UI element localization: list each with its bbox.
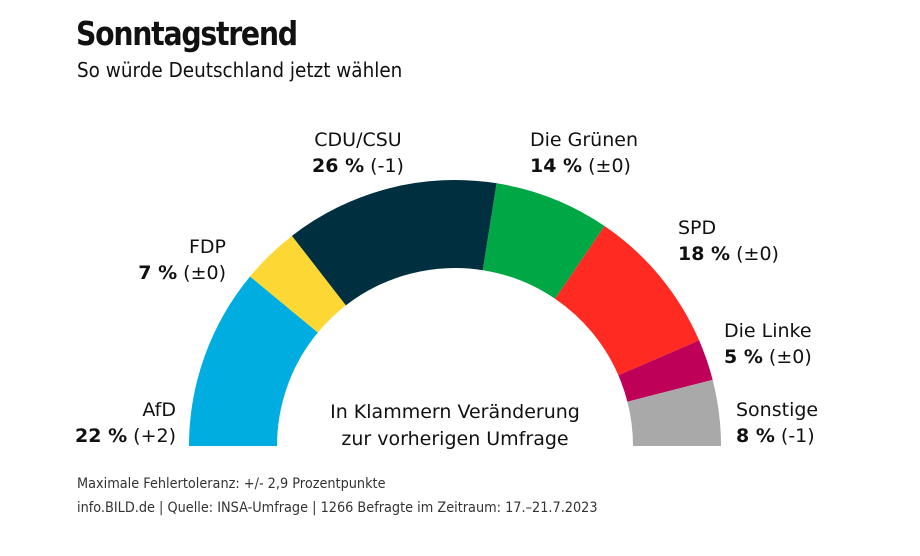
slice-sonstige <box>627 379 721 446</box>
label-name-die-gr-nen: Die Grünen <box>530 129 638 151</box>
chart-title: Sonntagstrend <box>76 14 298 53</box>
note-line-2: zur vorherigen Umfrage <box>341 428 568 450</box>
label-name-die-linke: Die Linke <box>724 320 812 342</box>
label-name-sonstige: Sonstige <box>736 399 818 421</box>
slice-die-gr-nen <box>482 183 605 299</box>
slice-afd <box>189 276 318 446</box>
slice-cdu-csu <box>291 179 497 306</box>
label-name-afd: AfD <box>142 399 176 421</box>
slices-group <box>189 179 721 446</box>
slice-spd <box>555 225 700 376</box>
label-value-cdu-csu: 26 % (-1) <box>312 155 404 177</box>
label-name-cdu-csu: CDU/CSU <box>314 129 401 151</box>
label-name-spd: SPD <box>678 217 716 239</box>
label-value-spd: 18 % (±0) <box>678 243 779 265</box>
chart-subtitle: So würde Deutschland jetzt wählen <box>77 58 403 82</box>
label-value-fdp: 7 % (±0) <box>138 262 226 284</box>
footer-tolerance: Maximale Fehlertoleranz: +/- 2,9 Prozent… <box>77 476 386 492</box>
note-line-1: In Klammern Veränderung <box>330 401 580 423</box>
slice-die-linke <box>618 340 713 402</box>
label-value-sonstige: 8 % (-1) <box>736 425 815 447</box>
slice-fdp <box>250 235 346 333</box>
label-name-fdp: FDP <box>189 236 226 258</box>
footer-source: info.BILD.de | Quelle: INSA-Umfrage | 12… <box>77 500 598 516</box>
labels-group: AfD 22 % (+2) FDP 7 % (±0) CDU/CSU 26 % (-1) D… <box>75 129 818 447</box>
label-value-afd: 22 % (+2) <box>75 425 176 447</box>
label-value-die-gr-nen: 14 % (±0) <box>530 155 631 177</box>
label-value-die-linke: 5 % (±0) <box>724 346 812 368</box>
